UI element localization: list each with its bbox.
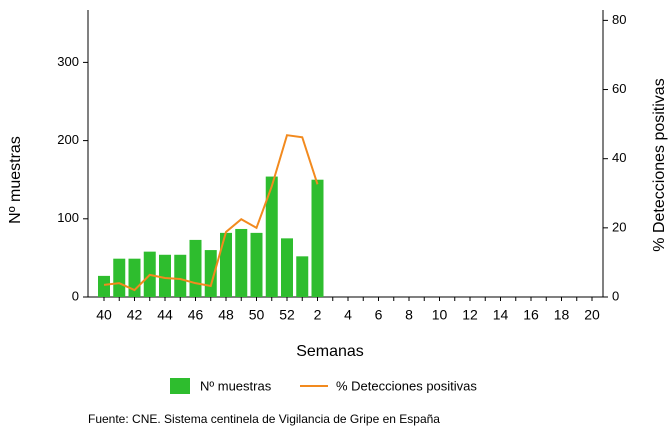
x-tick-label: 44 [157,307,173,323]
y2-axis-label: % Detecciones positivas [651,78,668,251]
y2-tick-label: 60 [612,81,626,96]
y-tick-label: 100 [57,210,79,225]
bar [189,239,202,297]
bar [128,258,141,297]
bar [113,258,126,297]
x-tick-label: 16 [523,307,539,323]
source-note: Fuente: CNE. Sistema centinela de Vigila… [88,412,440,426]
x-tick-label: 52 [279,307,295,323]
y-tick-label: 300 [57,54,79,69]
x-axis-label: Semanas [296,343,364,360]
bar [250,232,263,297]
legend-label: % Detecciones positivas [336,378,477,393]
y2-tick-label: 80 [612,12,626,27]
x-tick-label: 42 [127,307,143,323]
bar [220,232,232,297]
y-tick-label: 200 [57,132,79,147]
y2-tick-label: 0 [612,288,619,303]
x-tick-label: 18 [554,307,570,323]
y2-tick-label: 20 [612,219,626,234]
x-tick-label: 8 [405,307,413,323]
x-tick-label: 40 [96,307,112,323]
bar [174,254,187,297]
y2-tick-label: 40 [612,150,626,165]
x-tick-label: 50 [249,307,265,323]
bar [98,275,110,297]
y-tick-label: 0 [72,288,79,303]
y-axis-label: Nº muestras [7,136,24,224]
bar [159,254,171,297]
legend-label: Nº muestras [200,378,272,393]
x-tick-label: 2 [314,307,322,323]
bar [311,179,324,297]
bar [235,228,248,297]
bar [265,176,278,297]
x-tick-label: 6 [375,307,383,323]
x-tick-label: 10 [432,307,448,323]
x-tick-label: 20 [584,307,600,323]
x-tick-label: 4 [344,307,352,323]
x-tick-label: 12 [462,307,478,323]
bar [296,256,309,297]
x-tick-label: 48 [218,307,234,323]
x-tick-label: 46 [188,307,204,323]
legend-swatch [170,378,190,394]
line [103,134,319,292]
x-tick-label: 14 [493,307,509,323]
bar [281,238,293,297]
